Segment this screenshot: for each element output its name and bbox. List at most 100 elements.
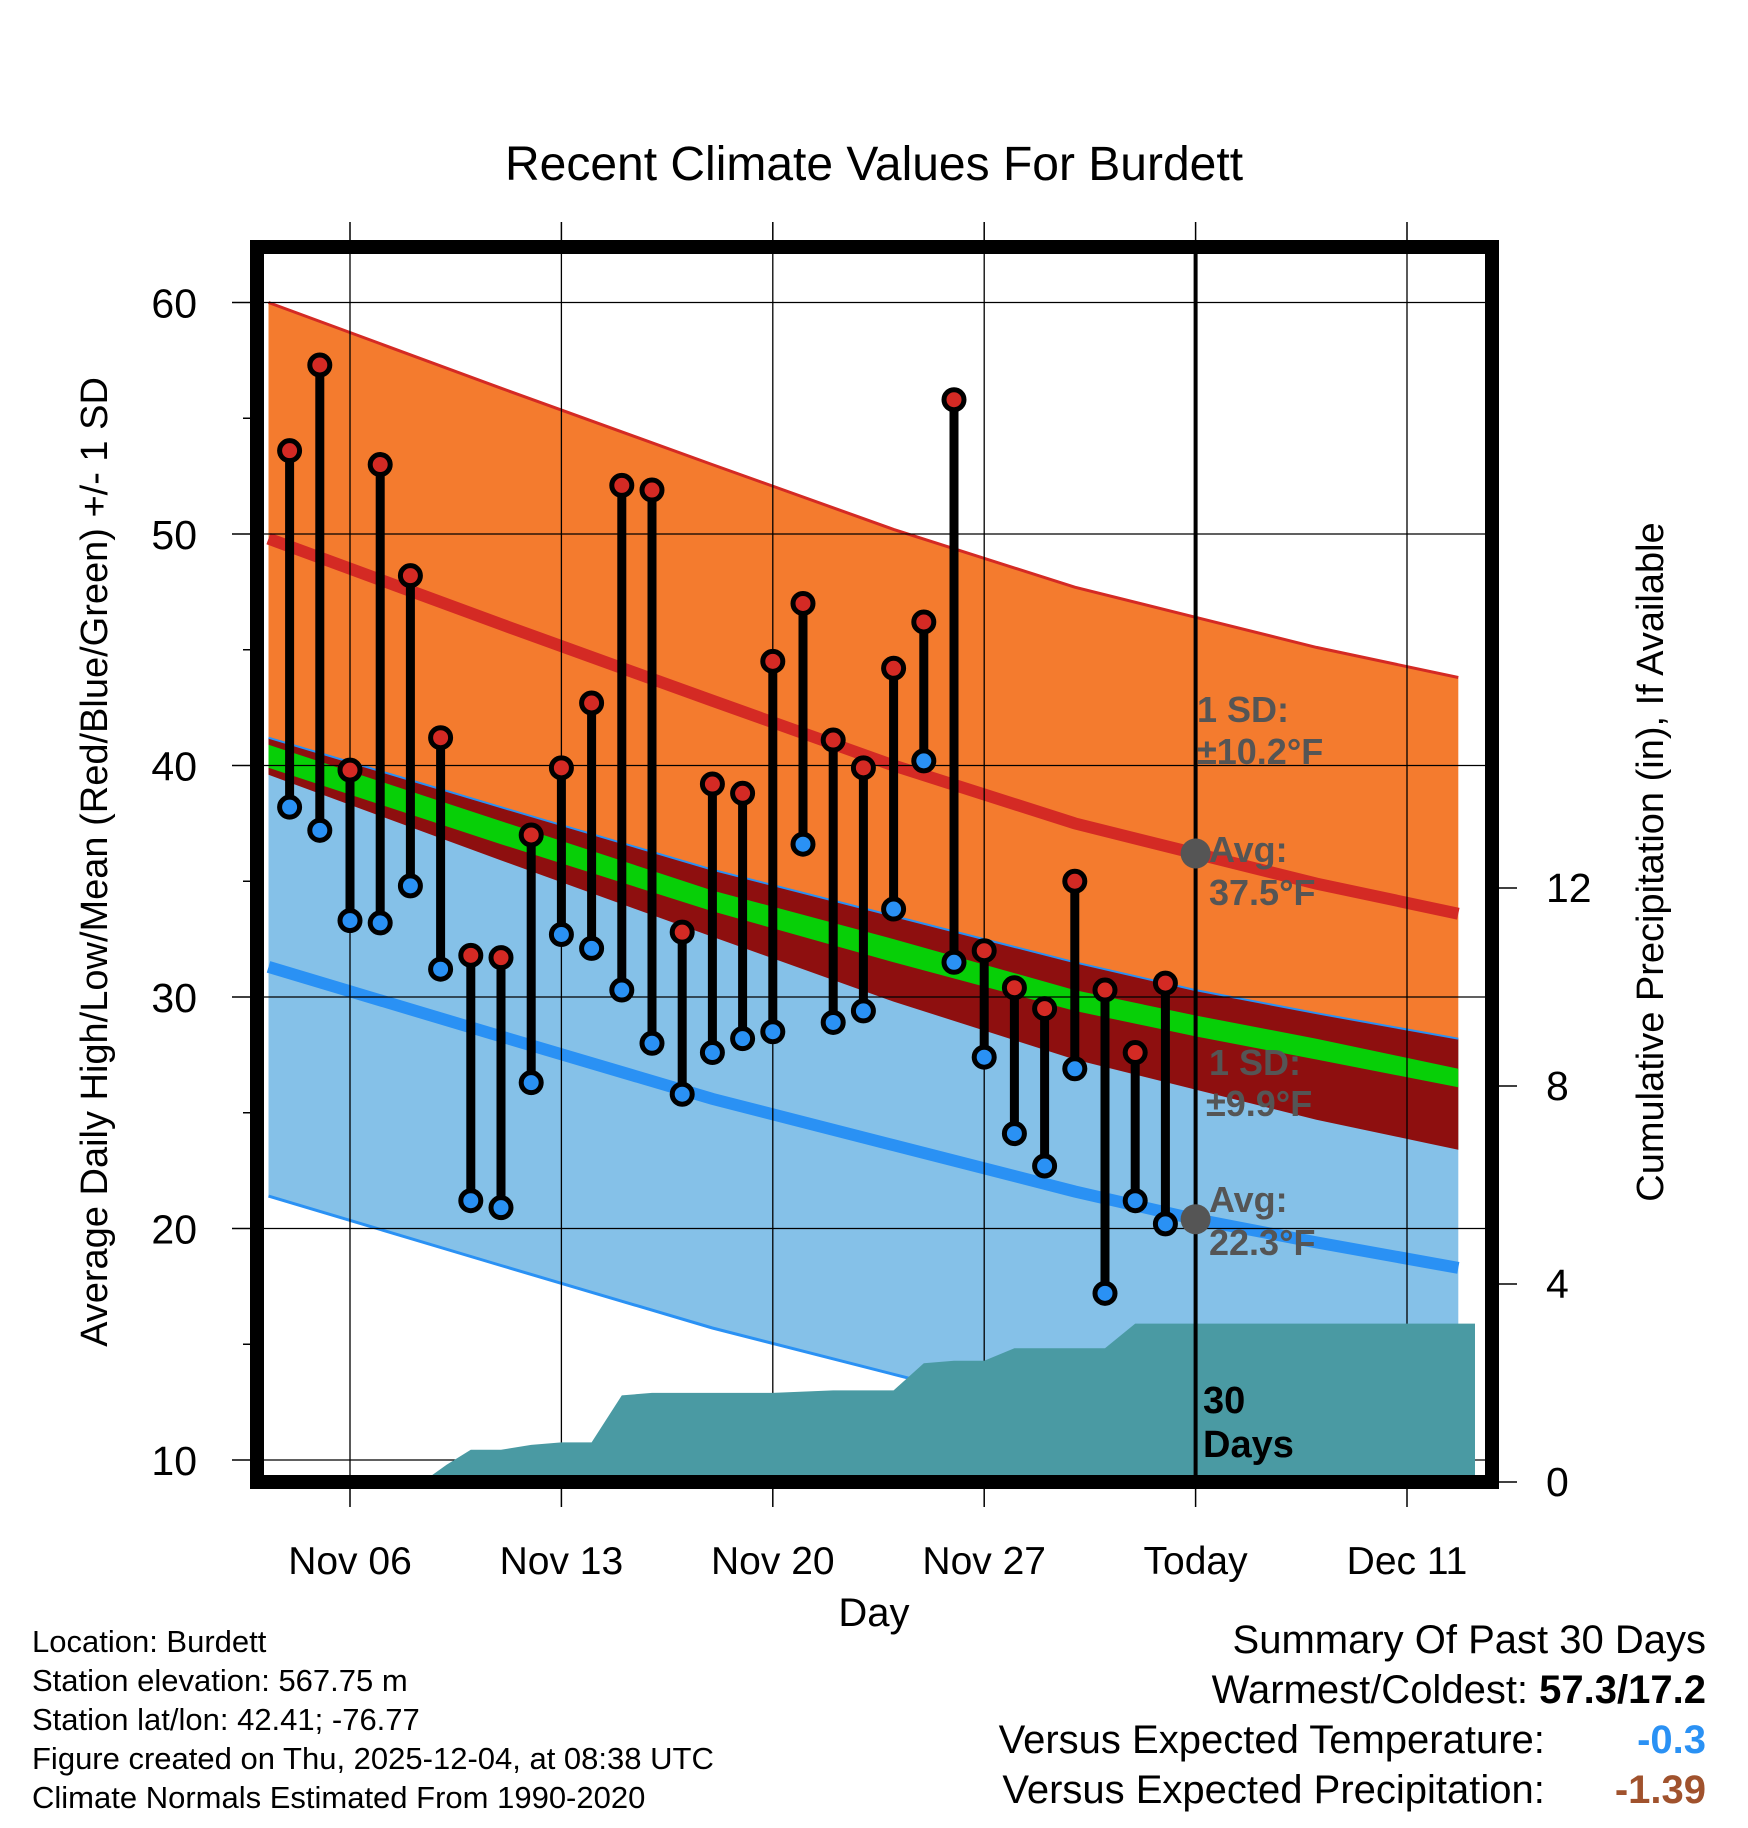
- y-tick-label: 60: [151, 281, 197, 327]
- plot-frame: [250, 240, 1499, 1489]
- high-sd-label: 1 SD:: [1197, 689, 1289, 730]
- high-temp-point: [1092, 977, 1118, 1003]
- low-temp-point: [669, 1081, 695, 1107]
- days-word-label: Days: [1203, 1424, 1294, 1466]
- low-temp-point: [277, 794, 303, 820]
- warm-cold-label: Warmest/Coldest:: [1211, 1668, 1529, 1712]
- low-temp-point: [971, 1044, 997, 1070]
- y-tick-label: 40: [151, 744, 197, 790]
- low-avg-value: 22.3°F: [1209, 1222, 1315, 1263]
- today-low-avg-marker: [1180, 1204, 1211, 1235]
- high-temp-point: [850, 755, 876, 781]
- high-avg-value: 37.5°F: [1209, 872, 1315, 913]
- created-text: Figure created on Thu, 2025-12-04, at 08…: [32, 1741, 714, 1776]
- low-temp-point: [488, 1195, 514, 1221]
- daily-observations: [277, 352, 1211, 1306]
- high-sd-band: [268, 302, 1459, 1150]
- low-temp-point: [850, 998, 876, 1024]
- low-sd-value: ±9.9°F: [1206, 1083, 1312, 1124]
- high-avg-label: Avg:: [1209, 829, 1288, 870]
- low-temp-point: [307, 817, 333, 843]
- high-temp-point: [1152, 970, 1178, 996]
- low-temp-point: [367, 910, 393, 936]
- low-temp-point: [579, 935, 605, 961]
- x-tick-label: Today: [1144, 1540, 1249, 1583]
- high-temp-point: [1001, 975, 1027, 1001]
- y-axis-label: Average Daily High/Low/Mean (Red/Blue/Gr…: [74, 377, 116, 1347]
- axis-ticks: Nov 06 Nov 13 Nov 20 Nov 27 Today Dec 11 10 20 3…: [151, 222, 1592, 1583]
- low-temp-point: [609, 977, 635, 1003]
- high-temp-point: [579, 690, 605, 716]
- high-temp-point: [518, 822, 544, 848]
- low-temp-point: [428, 956, 454, 982]
- latlon-text: Station lat/lon: 42.41; -76.77: [32, 1702, 420, 1737]
- high-temp-point: [548, 755, 574, 781]
- normals-text: Climate Normals Estimated From 1990-2020: [32, 1780, 646, 1815]
- low-temp-point: [1092, 1280, 1118, 1306]
- y-tick-label: 50: [151, 512, 197, 558]
- low-temp-point: [730, 1026, 756, 1052]
- high-temp-point: [911, 609, 937, 635]
- y2-tick-label: 0: [1546, 1459, 1569, 1505]
- low-temp-point: [941, 949, 967, 975]
- high-temp-point: [941, 387, 967, 413]
- low-temp-point: [337, 908, 363, 934]
- summary-panel: Summary Of Past 30 Days Warmest/Coldest:…: [999, 1615, 1706, 1815]
- x-tick-label: Nov 06: [288, 1540, 412, 1583]
- high-temp-point: [337, 757, 363, 783]
- high-temp-point: [277, 438, 303, 464]
- vs-precip-row: Versus Expected Precipitation: -1.39: [999, 1765, 1706, 1815]
- high-temp-point: [760, 648, 786, 674]
- high-temp-point: [669, 919, 695, 945]
- low-temp-point: [1152, 1211, 1178, 1237]
- x-axis-label: Day: [838, 1591, 909, 1635]
- low-temp-point: [397, 873, 423, 899]
- low-temp-point: [458, 1188, 484, 1214]
- high-temp-point: [458, 942, 484, 968]
- high-temp-point: [699, 771, 725, 797]
- y2-axis-label: Cumulative Precipitation (in), If Availa…: [1630, 522, 1672, 1201]
- high-temp-point: [1122, 1040, 1148, 1066]
- low-temp-point: [790, 831, 816, 857]
- low-avg-label: Avg:: [1209, 1179, 1288, 1220]
- vs-temp-value: -0.3: [1637, 1718, 1706, 1762]
- x-tick-label: Dec 11: [1347, 1540, 1468, 1583]
- location-text: Location: Burdett: [32, 1624, 267, 1659]
- low-temp-point: [1001, 1121, 1027, 1147]
- y-tick-label: 20: [151, 1207, 197, 1253]
- high-temp-point: [1062, 868, 1088, 894]
- low-temp-point: [639, 1030, 665, 1056]
- low-sd-label: 1 SD:: [1209, 1042, 1301, 1083]
- high-temp-point: [881, 655, 907, 681]
- high-temp-point: [730, 780, 756, 806]
- vs-temp-label: Versus Expected Temperature:: [998, 1718, 1545, 1762]
- y-tick-label: 10: [151, 1438, 197, 1484]
- high-temp-point: [639, 477, 665, 503]
- low-temp-point: [1032, 1153, 1058, 1179]
- low-temp-point: [699, 1040, 725, 1066]
- high-temp-point: [609, 472, 635, 498]
- low-temp-point: [881, 896, 907, 922]
- low-temp-point: [760, 1019, 786, 1045]
- warm-cold-row: Warmest/Coldest: 57.3/17.2: [999, 1665, 1706, 1715]
- chart-title: Recent Climate Values For Burdett: [505, 138, 1243, 191]
- days-count-label: 30: [1203, 1380, 1245, 1422]
- high-temp-point: [790, 590, 816, 616]
- high-sd-value: ±10.2°F: [1197, 731, 1323, 772]
- high-temp-point: [971, 938, 997, 964]
- y2-tick-label: 12: [1546, 865, 1592, 911]
- y2-tick-label: 8: [1546, 1063, 1569, 1109]
- annotations: 1 SD: ±10.2°F Avg: 37.5°F 1 SD: ±9.9°F A…: [1197, 689, 1323, 1466]
- elevation-text: Station elevation: 567.75 m: [32, 1663, 408, 1698]
- vs-precip-label: Versus Expected Precipitation:: [1002, 1768, 1545, 1812]
- high-temp-point: [307, 352, 333, 378]
- precip-fill: [257, 1323, 1475, 1482]
- high-temp-point: [428, 725, 454, 751]
- low-temp-point: [820, 1009, 846, 1035]
- x-tick-label: Nov 13: [500, 1540, 624, 1583]
- warm-cold-value: 57.3/17.2: [1539, 1668, 1706, 1712]
- high-temp-point: [820, 727, 846, 753]
- low-temp-point: [1062, 1056, 1088, 1082]
- high-temp-point: [488, 945, 514, 971]
